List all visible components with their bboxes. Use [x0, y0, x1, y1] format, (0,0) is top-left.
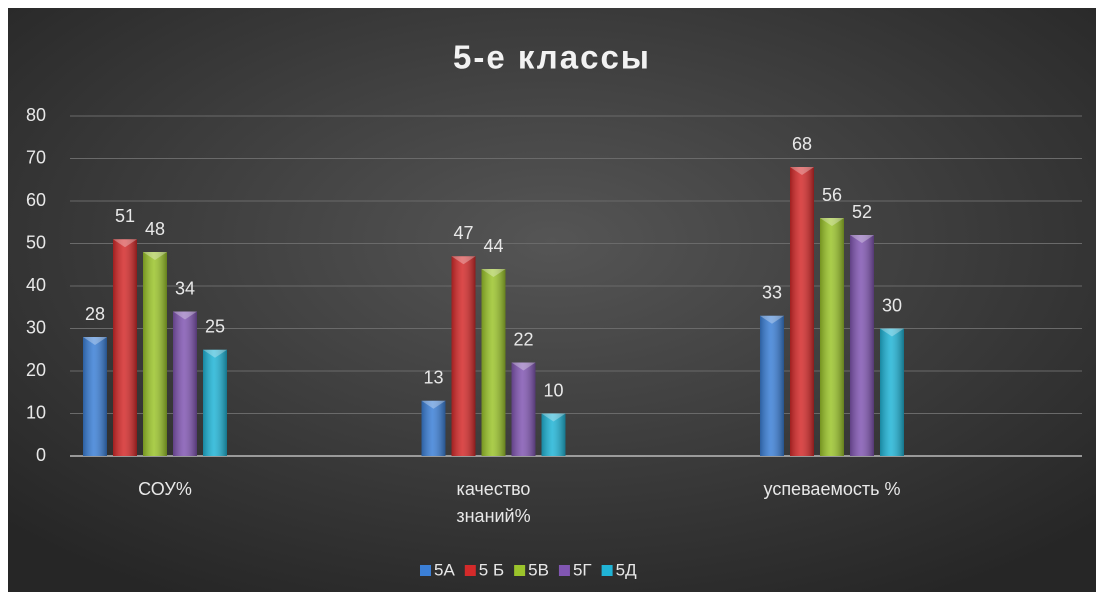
- y-tick-label: 30: [26, 317, 46, 337]
- bar-shade: [850, 235, 874, 456]
- data-label: 30: [882, 295, 902, 315]
- x-tick-label: качество знаний%: [456, 479, 531, 526]
- data-label: 10: [543, 380, 563, 400]
- bar-cap: [511, 362, 536, 371]
- bar-shade: [541, 413, 566, 456]
- bar-shade: [143, 252, 167, 456]
- bar-shade: [83, 337, 107, 456]
- data-label: 51: [115, 206, 135, 226]
- x-tick-label: СОУ%: [138, 479, 192, 499]
- data-label: 68: [792, 134, 812, 154]
- legend-swatch: [514, 565, 526, 576]
- bar-cap: [203, 349, 227, 358]
- data-label: 34: [175, 278, 195, 298]
- bar-shade: [880, 328, 904, 456]
- data-label: 22: [513, 329, 533, 349]
- legend-swatch: [601, 565, 613, 576]
- bar-cap: [760, 315, 784, 324]
- y-tick-label: 50: [26, 232, 46, 252]
- bar-shade: [451, 256, 476, 456]
- legend-swatch: [464, 565, 476, 576]
- legend-swatch: [420, 565, 431, 576]
- data-label: 13: [423, 368, 443, 388]
- y-tick-label: 80: [26, 105, 46, 125]
- y-tick-label: 40: [26, 275, 46, 295]
- legend-label: 5Д: [616, 560, 637, 579]
- legend-label: 5 Б: [479, 560, 504, 579]
- y-tick-label: 70: [26, 147, 46, 167]
- bar-shade: [113, 239, 137, 456]
- x-tick-label: успеваемость %: [763, 479, 901, 499]
- y-tick-label: 60: [26, 190, 46, 210]
- bar-cap: [481, 269, 506, 277]
- data-label: 44: [483, 236, 503, 256]
- data-label: 52: [852, 202, 872, 222]
- bar-shade: [790, 167, 814, 456]
- data-label: 56: [822, 185, 842, 205]
- y-tick-label: 0: [36, 445, 46, 465]
- bar-cap: [83, 337, 107, 345]
- data-label: 47: [453, 223, 473, 243]
- bar-shade: [511, 362, 536, 456]
- bar-cap: [850, 235, 874, 243]
- bar-cap: [451, 256, 476, 265]
- bar-shade: [481, 269, 506, 456]
- data-label: 28: [85, 304, 105, 324]
- data-label: 33: [762, 283, 782, 303]
- y-tick-label: 20: [26, 360, 46, 380]
- bar-cap: [113, 239, 137, 248]
- bar-cap: [541, 413, 566, 422]
- legend-label: 5В: [528, 560, 549, 579]
- bar-cap: [790, 167, 814, 175]
- background: [8, 8, 1096, 592]
- bar-cap: [421, 400, 446, 409]
- bar-cap: [880, 328, 904, 337]
- chart-title: 5-е классы: [453, 39, 651, 76]
- data-label: 25: [205, 317, 225, 337]
- bar-shade: [760, 315, 784, 456]
- bar-cap: [173, 311, 197, 320]
- bar-shade: [173, 311, 197, 456]
- data-label: 48: [145, 219, 165, 239]
- bar-cap: [143, 252, 167, 260]
- bar-shade: [421, 400, 446, 456]
- legend-label: 5А: [434, 560, 455, 579]
- legend-label: 5Г: [573, 560, 592, 579]
- y-tick-label: 10: [26, 402, 46, 422]
- bar-shade: [203, 349, 227, 456]
- bar-cap: [820, 218, 844, 226]
- legend-swatch: [558, 565, 570, 576]
- bar-shade: [820, 218, 844, 456]
